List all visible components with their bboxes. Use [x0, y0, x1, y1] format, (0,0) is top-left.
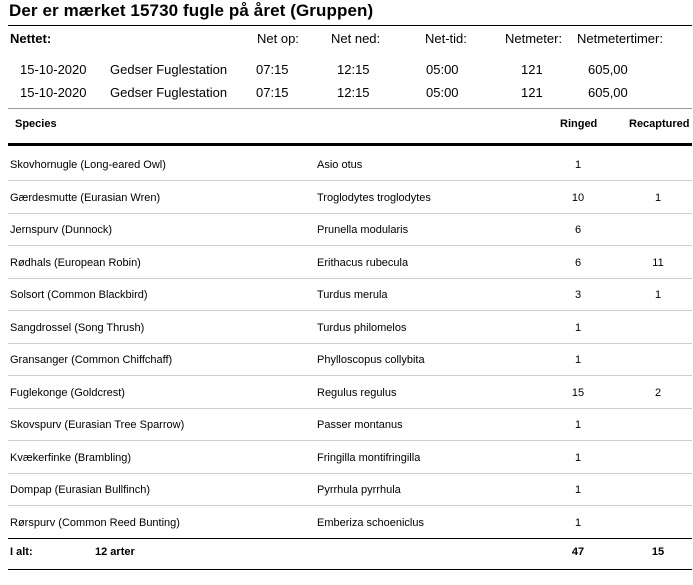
title-divider — [8, 25, 692, 26]
species-name: Gransanger (Common Chiffchaff) — [10, 354, 173, 366]
species-latin: Asio otus — [317, 159, 363, 171]
net-station: Gedser Fuglestation — [110, 62, 228, 77]
net-up-time: 07:15 — [256, 62, 289, 77]
species-name: Rørspurv (Common Reed Bunting) — [10, 517, 180, 529]
recaptured-count: 2 — [654, 387, 662, 399]
net-tid-header: Net-tid: — [425, 31, 467, 46]
net-station: Gedser Fuglestation — [110, 85, 228, 100]
recaptured-count: 11 — [652, 257, 664, 269]
total-ringed: 47 — [571, 546, 585, 558]
footer-divider — [8, 569, 692, 570]
net-op-header: Net op: — [257, 31, 299, 46]
species-name: Dompap (Eurasian Bullfinch) — [10, 484, 151, 496]
total-label: I alt: — [10, 546, 33, 558]
net-section-label: Nettet: — [10, 31, 52, 46]
species-latin: Turdus merula — [317, 289, 388, 301]
species-name: Rødhals (European Robin) — [10, 257, 141, 269]
total-recaptured: 15 — [651, 546, 665, 558]
ringed-count: 1 — [574, 419, 582, 431]
ringed-count: 1 — [574, 354, 582, 366]
species-latin: Prunella modularis — [317, 224, 409, 236]
species-name: Jernspurv (Dunnock) — [10, 224, 113, 236]
species-column-header: Species — [15, 118, 57, 130]
species-name: Kvækerfinke (Brambling) — [10, 452, 132, 464]
net-meter: 121 — [521, 62, 543, 77]
table-row: Solsort (Common Blackbird) Turdus merula… — [8, 278, 692, 311]
table-row: Skovhornugle (Long-eared Owl) Asio otus … — [8, 148, 692, 181]
species-name: Skovspurv (Eurasian Tree Sparrow) — [10, 419, 185, 431]
species-name: Gærdesmutte (Eurasian Wren) — [10, 192, 161, 204]
recaptured-count: 1 — [654, 289, 662, 301]
ringed-count: 6 — [574, 224, 582, 236]
net-ned-header: Net ned: — [331, 31, 381, 46]
netmetertimer-header: Netmetertimer: — [577, 31, 663, 46]
recaptured-count: 1 — [654, 192, 662, 204]
ringed-count: 1 — [574, 517, 582, 529]
ringed-count: 1 — [574, 322, 582, 334]
net-meter-hours: 605,00 — [588, 62, 628, 77]
species-name: Fuglekonge (Goldcrest) — [10, 387, 125, 399]
page-title: Der er mærket 15730 fugle på året (Grupp… — [9, 1, 374, 20]
species-name: Sangdrossel (Song Thrush) — [10, 322, 145, 334]
species-latin: Emberiza schoeniclus — [317, 517, 424, 529]
table-row: Gærdesmutte (Eurasian Wren) Troglodytes … — [8, 181, 692, 214]
species-latin: Fringilla montifringilla — [317, 452, 421, 464]
species-name: Skovhornugle (Long-eared Owl) — [10, 159, 166, 171]
species-latin: Regulus regulus — [317, 387, 397, 399]
net-meter-hours: 605,00 — [588, 85, 628, 100]
table-row: Dompap (Eurasian Bullfinch) Pyrrhula pyr… — [8, 473, 692, 506]
header-divider — [8, 143, 692, 146]
table-row: Sangdrossel (Song Thrush) Turdus philome… — [8, 311, 692, 344]
net-duration: 05:00 — [426, 62, 459, 77]
table-row: Fuglekonge (Goldcrest) Regulus regulus 1… — [8, 376, 692, 409]
ringed-count: 1 — [574, 452, 582, 464]
net-up-time: 07:15 — [256, 85, 289, 100]
species-name: Solsort (Common Blackbird) — [10, 289, 148, 301]
net-meter: 121 — [521, 85, 543, 100]
ringed-count: 10 — [571, 192, 585, 204]
net-date: 15-10-2020 — [20, 62, 87, 77]
ringed-count: 1 — [574, 484, 582, 496]
ringed-column-header: Ringed — [560, 118, 598, 130]
recaptured-column-header: Recaptured — [629, 118, 690, 130]
total-species-count: 12 arter — [95, 546, 135, 558]
net-date: 15-10-2020 — [20, 85, 87, 100]
netmeter-header: Netmeter: — [505, 31, 563, 46]
table-row: Gransanger (Common Chiffchaff) Phyllosco… — [8, 343, 692, 376]
ringed-count: 3 — [574, 289, 582, 301]
ringed-count: 1 — [574, 159, 582, 171]
table-row: Jernspurv (Dunnock) Prunella modularis 6 — [8, 213, 692, 246]
net-duration: 05:00 — [426, 85, 459, 100]
net-down-time: 12:15 — [337, 62, 370, 77]
species-latin: Pyrrhula pyrrhula — [317, 484, 401, 496]
net-down-time: 12:15 — [337, 85, 370, 100]
species-latin: Troglodytes troglodytes — [317, 192, 431, 204]
table-row: Kvækerfinke (Brambling) Fringilla montif… — [8, 441, 692, 474]
table-row: Skovspurv (Eurasian Tree Sparrow) Passer… — [8, 408, 692, 441]
net-divider — [8, 108, 692, 109]
table-row: Rørspurv (Common Reed Bunting) Emberiza … — [8, 506, 692, 539]
species-latin: Turdus philomelos — [317, 322, 407, 334]
species-latin: Passer montanus — [317, 419, 403, 431]
ringed-count: 15 — [571, 387, 585, 399]
species-latin: Erithacus rubecula — [317, 257, 409, 269]
species-latin: Phylloscopus collybita — [317, 354, 425, 366]
table-row: Rødhals (European Robin) Erithacus rubec… — [8, 246, 692, 279]
ringed-count: 6 — [574, 257, 582, 269]
